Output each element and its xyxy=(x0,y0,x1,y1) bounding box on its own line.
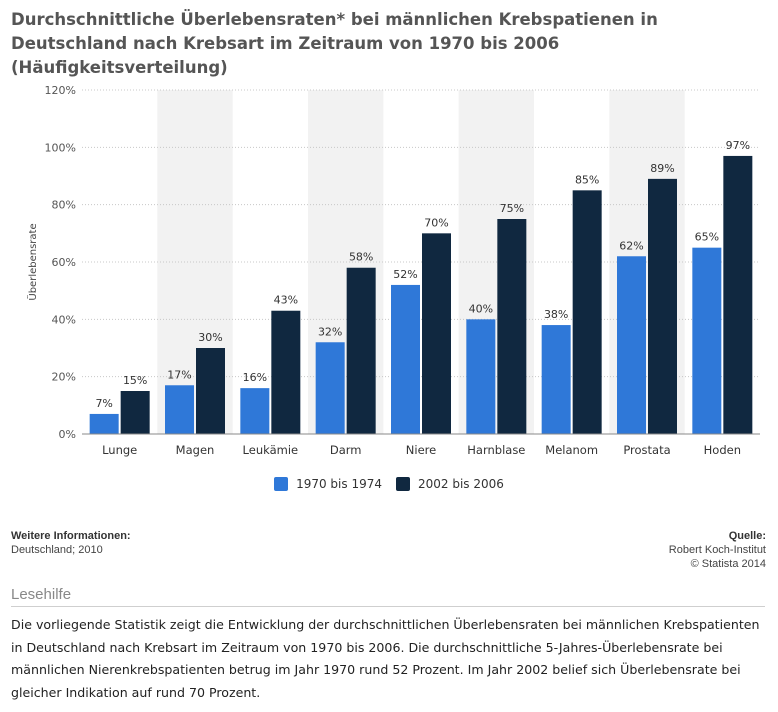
bar-series-1 xyxy=(89,413,119,434)
bar-value-label: 15% xyxy=(123,374,147,387)
bar-series-1 xyxy=(617,256,646,434)
legend-label-series-1: 1970 bis 1974 xyxy=(296,477,382,491)
x-tick-label: Magen xyxy=(176,443,215,457)
source-heading[interactable]: Quelle: xyxy=(728,530,766,542)
y-tick-label: 0% xyxy=(59,428,76,441)
bar-series-2 xyxy=(120,391,150,434)
bar-value-label: 89% xyxy=(650,162,674,175)
bar-chart: 0% 20% 40% 60% 80% 100% 120% Überlebensrate 7% 15… xyxy=(26,84,760,457)
x-tick-label: Niere xyxy=(406,443,436,457)
bar-value-label: 97% xyxy=(726,139,750,152)
x-tick-label: Harnblase xyxy=(467,443,525,457)
bar-value-label: 17% xyxy=(167,368,191,381)
bar-series-1 xyxy=(165,385,194,434)
legend-swatch-series-2 xyxy=(396,477,410,491)
bar-series-2 xyxy=(572,190,602,434)
legend: 1970 bis 1974 2002 bis 2006 xyxy=(0,477,778,491)
legend-item-series-2[interactable]: 2002 bis 2006 xyxy=(396,477,504,491)
x-tick-label: Leukämie xyxy=(243,443,299,457)
readhelp-heading: Lesehilfe xyxy=(11,586,765,607)
x-tick-label: Lunge xyxy=(102,443,137,457)
bar-series-1 xyxy=(541,325,571,434)
bar-series-1 xyxy=(240,388,270,434)
further-info-heading[interactable]: Weitere Informationen: xyxy=(11,530,131,542)
x-tick-label: Melanom xyxy=(545,443,598,457)
bar-series-1 xyxy=(466,319,496,434)
bar-value-label: 75% xyxy=(500,202,524,215)
legend-item-series-1[interactable]: 1970 bis 1974 xyxy=(274,477,382,491)
legend-label-series-2: 2002 bis 2006 xyxy=(418,477,504,491)
y-tick-label: 100% xyxy=(45,141,76,154)
copyright: © Statista 2014 xyxy=(690,558,766,570)
x-tick-label: Darm xyxy=(330,443,362,457)
bar-value-label: 38% xyxy=(544,308,568,321)
y-tick-label: 80% xyxy=(52,199,76,212)
bar-value-label: 32% xyxy=(318,325,342,338)
further-info-text: Deutschland; 2010 xyxy=(11,544,103,556)
bar-value-label: 52% xyxy=(393,268,417,281)
readhelp-text: Die vorliegende Statistik zeigt die Entw… xyxy=(11,617,760,700)
bar-value-label: 70% xyxy=(424,216,448,229)
further-info: Weitere Informationen: Deutschland; 2010 xyxy=(11,529,131,557)
bar-value-label: 16% xyxy=(243,371,267,384)
chart-title: Durchschnittliche Überlebensraten* bei m… xyxy=(11,10,658,77)
y-tick-label: 40% xyxy=(52,313,76,326)
bar-value-label: 65% xyxy=(695,231,719,244)
bar-value-label: 62% xyxy=(619,239,643,252)
bar-series-2 xyxy=(497,219,527,434)
y-tick-label: 60% xyxy=(52,256,76,269)
bar-series-2 xyxy=(723,155,753,434)
bar-value-label: 30% xyxy=(198,331,222,344)
bar-value-label: 40% xyxy=(469,302,493,315)
y-tick-label: 120% xyxy=(45,84,76,97)
bar-value-label: 43% xyxy=(274,294,298,307)
bar-series-2 xyxy=(271,310,301,434)
legend-swatch-series-1 xyxy=(274,477,289,491)
y-axis-label: Überlebensrate xyxy=(26,223,39,300)
bar-value-label: 7% xyxy=(95,397,112,410)
bar-series-1 xyxy=(391,284,420,434)
source-info: Quelle: Robert Koch-Institut © Statista … xyxy=(669,529,766,571)
y-tick-label: 20% xyxy=(52,371,76,384)
x-tick-label: Prostata xyxy=(623,443,670,457)
bar-series-1 xyxy=(692,247,722,434)
bar-value-label: 85% xyxy=(575,173,599,186)
bar-series-2 xyxy=(346,267,376,434)
bar-series-2 xyxy=(422,233,451,434)
source-name: Robert Koch-Institut xyxy=(668,544,766,556)
bar-series-1 xyxy=(315,342,345,434)
x-tick-label: Hoden xyxy=(704,443,741,457)
bar-series-2 xyxy=(196,348,225,434)
bar-series-2 xyxy=(648,178,677,434)
bar-value-label: 58% xyxy=(349,251,373,264)
